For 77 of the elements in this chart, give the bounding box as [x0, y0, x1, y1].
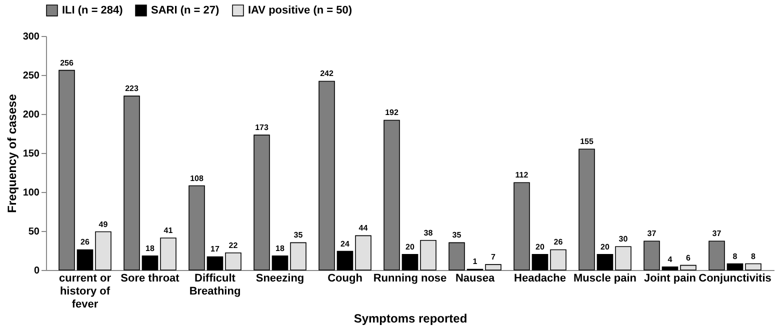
bar — [225, 252, 242, 270]
x-tick-label: Joint pain — [644, 272, 696, 284]
data-label: 22 — [228, 240, 238, 250]
bar — [402, 254, 418, 270]
x-tick-label: Running nose — [373, 272, 447, 284]
x-tick-label: Sore throat — [120, 272, 180, 284]
data-label: 37 — [647, 229, 657, 238]
data-label: 24 — [340, 239, 350, 248]
data-label: 20 — [536, 242, 545, 252]
bar — [420, 240, 436, 270]
legend-label: SARI (n = 27) — [151, 4, 220, 16]
data-label: 38 — [424, 228, 434, 238]
data-label: 256 — [60, 58, 74, 68]
data-label: 20 — [406, 242, 415, 252]
data-label: 26 — [80, 238, 90, 247]
x-tick-label: Conjunctivitis — [698, 272, 772, 284]
data-label: 8 — [751, 252, 756, 261]
bar — [726, 263, 744, 270]
bar — [550, 249, 566, 270]
data-label: 30 — [618, 234, 628, 244]
data-label: 18 — [146, 244, 155, 253]
data-label: 112 — [515, 170, 529, 180]
y-tick-label: 100 — [22, 188, 40, 198]
x-tick-label: Muscle pain — [574, 272, 637, 284]
legend-label: ILI (n = 284) — [62, 4, 124, 16]
bar — [615, 246, 632, 270]
data-label: 26 — [554, 238, 564, 247]
y-tick-label: 250 — [22, 70, 40, 82]
bar — [355, 235, 372, 270]
data-label: 35 — [294, 230, 304, 240]
data-label: 223 — [125, 84, 139, 94]
bar — [336, 250, 354, 270]
y-tick-label: 150 — [22, 148, 40, 160]
bar — [272, 256, 288, 270]
bar — [745, 263, 762, 270]
x-tick-label: Sneezing — [256, 272, 304, 284]
data-label: 37 — [712, 229, 722, 238]
data-label: 173 — [255, 123, 269, 132]
data-label: 49 — [98, 220, 108, 229]
data-label: 6 — [686, 253, 692, 262]
bar — [596, 254, 614, 270]
x-tick-label: current or history of fever — [59, 272, 112, 310]
data-label: 17 — [210, 244, 220, 254]
x-tick-label: Nausea — [455, 272, 496, 284]
data-label: 44 — [358, 224, 368, 233]
bar — [662, 266, 678, 270]
y-axis-title: Frequency of casese — [4, 94, 19, 213]
bar — [76, 249, 94, 270]
bar — [206, 256, 224, 270]
data-label: 20 — [600, 242, 610, 252]
x-tick-label: Headache — [514, 272, 566, 284]
x-axis-title: Symptoms reported — [354, 312, 468, 326]
y-tick-label: 50 — [28, 226, 40, 238]
data-label: 35 — [452, 230, 462, 240]
data-label: 4 — [668, 254, 673, 264]
y-tick-label: 300 — [22, 32, 40, 42]
bar — [680, 264, 696, 270]
data-label: 8 — [732, 252, 738, 261]
legend-label: IAV positive (n = 50) — [248, 4, 352, 16]
data-label: 18 — [276, 244, 285, 253]
bar — [532, 254, 548, 270]
bar — [290, 242, 306, 270]
data-label: 1 — [472, 257, 478, 266]
data-label: 41 — [164, 226, 174, 236]
data-label: 155 — [580, 137, 594, 146]
y-tick-label: 0 — [34, 266, 40, 276]
bar — [142, 256, 158, 270]
data-label: 242 — [320, 69, 334, 78]
x-tick-label: Cough — [328, 272, 363, 284]
data-label: 192 — [385, 108, 399, 118]
data-label: 108 — [190, 174, 204, 183]
x-tick-label: Difficult Breathing — [189, 272, 241, 298]
bar — [485, 264, 502, 270]
data-label: 7 — [491, 252, 496, 262]
bar — [95, 231, 112, 270]
y-tick-label: 200 — [22, 110, 40, 120]
bar — [160, 238, 176, 270]
